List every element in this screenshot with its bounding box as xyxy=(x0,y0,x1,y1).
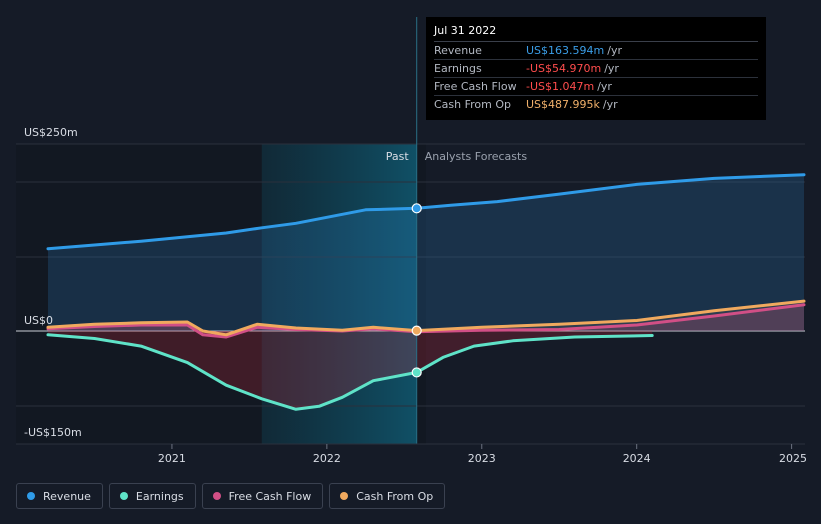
tooltip-row: Free Cash Flow -US$1.047m/yr xyxy=(434,78,758,96)
area-revenue xyxy=(48,174,804,331)
tooltip-unit: /yr xyxy=(607,44,622,57)
x-tick-label: 2021 xyxy=(158,452,186,465)
tooltip-label: Earnings xyxy=(434,62,482,75)
tooltip-panel: Jul 31 2022 Revenue US$163.594m/yr Earning… xyxy=(426,17,766,120)
area-earnings xyxy=(48,331,653,410)
tooltip-label: Free Cash Flow xyxy=(434,80,517,93)
legend-dot-icon xyxy=(27,492,35,500)
tooltip-date: Jul 31 2022 xyxy=(434,23,758,42)
marker-earnings xyxy=(411,367,422,378)
area-free-cash-flow xyxy=(48,304,804,337)
legend-label: Revenue xyxy=(43,489,91,503)
y-label-zero: US$0 xyxy=(24,314,53,327)
line-earnings xyxy=(46,333,654,411)
tooltip-unit: /yr xyxy=(597,80,612,93)
marker-revenue xyxy=(411,203,422,214)
legend-label: Free Cash Flow xyxy=(228,489,312,503)
past-label: Past xyxy=(386,150,410,163)
legend-dot-icon xyxy=(340,492,349,500)
legend-label: Cash From Op xyxy=(356,489,434,503)
tooltip-value: US$487.995k xyxy=(526,98,600,111)
tooltip-unit: /yr xyxy=(602,98,618,111)
legend-label: Earnings xyxy=(135,489,184,503)
legend-item-earnings[interactable]: Earnings xyxy=(108,483,196,509)
tooltip-row: Cash From Op US$487.995k/yr xyxy=(434,96,758,113)
hover-markers xyxy=(411,203,422,378)
line-revenue xyxy=(46,173,806,251)
tooltip-value: -US$54.970m xyxy=(526,62,602,75)
tooltip-row: Revenue US$163.594m/yr xyxy=(434,42,758,60)
legend-item-free-cash-flow[interactable]: Free Cash Flow xyxy=(201,483,324,509)
legend: Revenue Earnings Free Cash Flow Cash From O… xyxy=(16,483,451,511)
legend-dot-icon xyxy=(119,492,128,500)
x-tick-label: 2024 xyxy=(623,452,651,465)
tooltip-value: US$163.594m xyxy=(526,44,605,57)
tooltip-label: Cash From Op xyxy=(434,98,512,111)
forecast-label: Analysts Forecasts xyxy=(425,150,528,163)
legend-item-cash-from-op[interactable]: Cash From Op xyxy=(329,483,446,509)
series-lines xyxy=(46,173,806,411)
legend-item-revenue[interactable]: Revenue xyxy=(16,483,103,509)
marker-cash-from-op xyxy=(411,325,422,336)
tooltip-unit: /yr xyxy=(604,62,619,75)
x-tick-label: 2023 xyxy=(468,452,496,465)
tooltip-row: Earnings -US$54.970m/yr xyxy=(434,60,758,78)
tooltip-value: -US$1.047m xyxy=(526,80,595,93)
tooltip-label: Revenue xyxy=(434,44,482,57)
x-axis: 2021 2022 2023 2024 2025 xyxy=(16,443,807,465)
y-label-top: US$250m xyxy=(24,126,78,139)
x-tick-label: 2025 xyxy=(779,452,807,465)
x-tick-label: 2022 xyxy=(313,452,341,465)
line-cash-from-op xyxy=(46,299,806,337)
legend-dot-icon xyxy=(212,492,221,500)
past-highlight-band xyxy=(261,144,417,444)
y-label-bottom: -US$150m xyxy=(24,426,82,439)
